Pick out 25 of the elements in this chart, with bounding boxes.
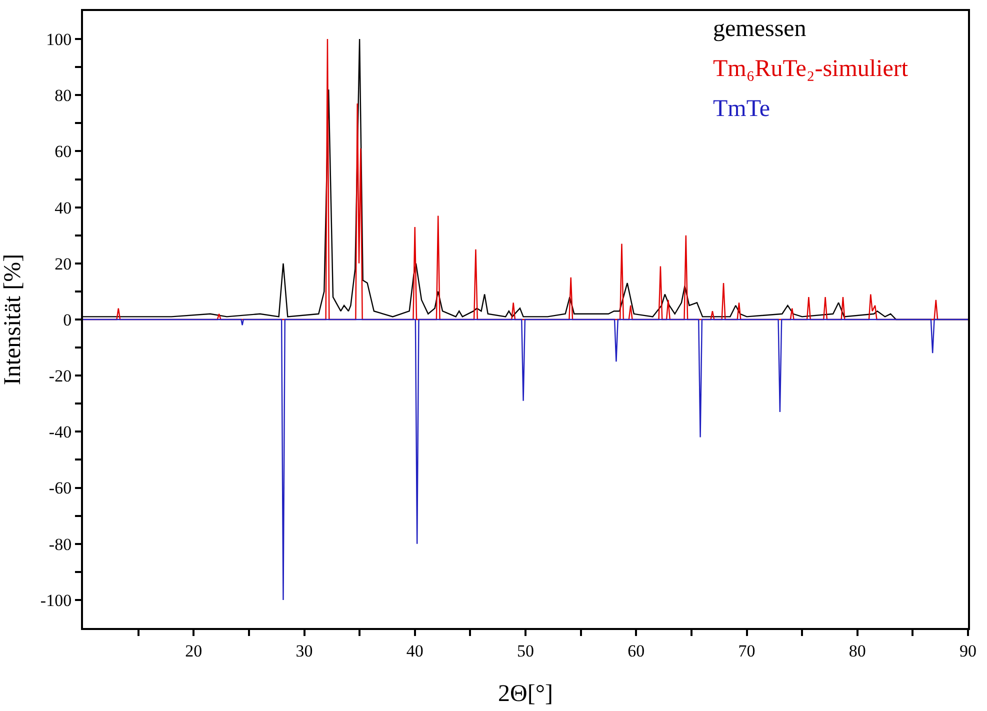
text: gemessen: [713, 16, 806, 42]
x-tick-label: 20: [185, 641, 202, 660]
x-tick-label: 40: [406, 641, 424, 660]
y-tick-label: 100: [46, 30, 72, 49]
y-tick-label: -60: [48, 478, 72, 498]
y-tick-label: -80: [48, 534, 72, 554]
y-tick-label: -40: [48, 422, 72, 442]
x-tick-label: 90: [960, 641, 976, 660]
x-tick-label: 60: [628, 641, 645, 660]
x-tick-label: 30: [296, 641, 313, 660]
y-tick-label: 0: [63, 310, 72, 330]
x-axis-title: 2Θ[°]: [498, 681, 553, 708]
text: Tm₆RuTe₂-simuliert: [713, 56, 908, 82]
line-series: [83, 318, 968, 601]
text: TmTe: [713, 96, 770, 122]
y-tick-label: 60: [54, 142, 72, 162]
y-tick-label: -100: [40, 590, 72, 610]
x-tick-label: 80: [848, 641, 866, 660]
x-tick-label: 50: [517, 641, 534, 660]
y-tick-label: 80: [54, 86, 72, 106]
y-axis-title: Intensität [%]: [0, 254, 26, 386]
y-tick-label: 40: [54, 198, 72, 218]
x-tick-label: 70: [738, 641, 756, 660]
y-tick-label: -20: [48, 366, 72, 386]
y-tick-label: 20: [54, 254, 72, 274]
